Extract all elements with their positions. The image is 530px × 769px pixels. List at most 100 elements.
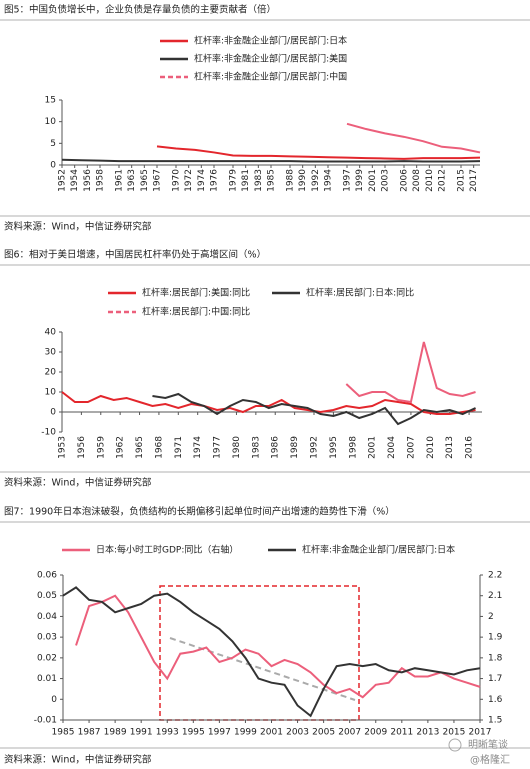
y2-tick-label: 2.1 — [488, 591, 502, 601]
x-tick-label: 1994 — [324, 169, 334, 192]
series-line — [152, 392, 476, 426]
x-tick-label: 2001 — [368, 436, 378, 459]
watermark-brand: 明晰笔谈 — [468, 738, 508, 751]
x-tick-label: 1988 — [286, 169, 296, 192]
source-note: 资料来源：Wind，中信证券研究部 — [4, 754, 151, 766]
x-tick-label: 2009 — [364, 728, 387, 738]
x-tick-label: 1956 — [77, 436, 87, 459]
x-tick-label: 2013 — [445, 436, 455, 459]
series-line — [61, 158, 481, 163]
x-tick-label: 2003 — [286, 728, 309, 738]
source-note: 资料来源：Wind，中信证券研究部 — [4, 221, 151, 233]
legend-label: 杠杆率:非金融企业部门/居民部门:日本 — [194, 35, 347, 47]
y-tick-label: 0 — [51, 695, 57, 705]
x-tick-label: 2005 — [312, 728, 335, 738]
x-tick-label: 1995 — [182, 728, 205, 738]
source-note: 资料来源：Wind，中信证券研究部 — [4, 477, 151, 489]
y-tick-label: -10 — [41, 428, 56, 438]
series-line — [346, 122, 481, 154]
x-tick-label: 2006 — [400, 169, 410, 192]
y-tick-label: 0 — [50, 161, 56, 171]
y2-tick-label: 1.9 — [488, 633, 503, 643]
y-tick-label: 10 — [45, 117, 57, 127]
x-tick-label: 2007 — [406, 436, 416, 459]
legend-label: 杠杆率:非金融企业部门/居民部门:日本 — [302, 544, 455, 556]
x-tick-label: 2017 — [469, 728, 492, 738]
legend-label: 日本:每小时工时GDP:同比（右轴） — [96, 544, 238, 556]
y2-tick-label: 2 — [488, 612, 494, 622]
x-tick-label: 1956 — [83, 169, 93, 192]
x-tick-label: 1990 — [298, 169, 308, 192]
x-tick-label: 1980 — [232, 436, 242, 459]
x-tick-label: 2007 — [338, 728, 361, 738]
y-tick-label: 0.06 — [37, 571, 57, 581]
watermark-icon — [448, 738, 462, 752]
x-tick-label: 2004 — [387, 436, 397, 459]
x-tick-label: 1981 — [241, 169, 251, 192]
figure-title: 图6：相对于美日增速，中国居民杠杆率仍处于高增区间（%） — [4, 249, 266, 261]
x-tick-label: 1997 — [343, 169, 353, 192]
figure-title: 图7：1990年日本泡沫破裂，负债结构的长期偏移引起单位时间产出增速的趋势性下滑… — [4, 506, 395, 518]
y2-tick-label: 1.6 — [488, 695, 503, 705]
x-tick-label: 2001 — [260, 728, 283, 738]
x-tick-label: 1974 — [197, 169, 207, 192]
legend-label: 杠杆率:居民部门:中国:同比 — [142, 306, 250, 318]
x-tick-label: 1989 — [104, 728, 127, 738]
legend-label: 杠杆率:非金融企业部门/居民部门:中国 — [194, 71, 347, 83]
x-tick-label: 1977 — [213, 436, 223, 459]
x-tick-label: 1972 — [184, 169, 194, 192]
y2-tick-label: 1.8 — [488, 653, 503, 663]
watermark-handle: @格隆汇 — [470, 753, 510, 766]
y-tick-label: 30 — [45, 348, 57, 358]
x-tick-label: 1954 — [70, 169, 80, 192]
x-tick-label: 1989 — [290, 436, 300, 459]
y-tick-label: 40 — [45, 328, 57, 338]
x-tick-label: 1958 — [96, 169, 106, 192]
x-tick-label: 1997 — [208, 728, 231, 738]
x-tick-label: 1985 — [267, 169, 277, 192]
figure-title: 图5：中国负债增长中，企业负债是存量负债的主要贡献者（倍） — [4, 4, 276, 16]
x-tick-label: 1987 — [78, 728, 101, 738]
x-tick-label: 2015 — [457, 169, 467, 192]
x-tick-label: 1993 — [156, 728, 179, 738]
y-tick-label: 0.01 — [37, 674, 57, 684]
y2-tick-label: 1.7 — [488, 674, 502, 684]
x-tick-label: 2012 — [438, 169, 448, 192]
x-tick-label: 1962 — [116, 436, 126, 459]
x-tick-label: 1976 — [210, 169, 220, 192]
legend-label: 杠杆率:居民部门:日本:同比 — [306, 287, 414, 299]
series-line — [156, 145, 481, 160]
x-tick-label: 1985 — [52, 728, 75, 738]
x-tick-label: 1970 — [172, 169, 182, 192]
y-tick-label: 10 — [45, 388, 57, 398]
x-tick-label: 2008 — [412, 169, 422, 192]
x-tick-label: 1968 — [154, 436, 164, 459]
x-tick-label: 2010 — [426, 436, 436, 459]
x-tick-label: 1998 — [348, 436, 358, 459]
x-tick-label: 1991 — [130, 728, 153, 738]
x-tick-label: 1992 — [311, 169, 321, 192]
series-line — [61, 391, 476, 415]
legend-label: 杠杆率:居民部门:美国:同比 — [142, 287, 250, 299]
x-tick-label: 2003 — [381, 169, 391, 192]
y-tick-label: 0 — [50, 408, 56, 418]
x-tick-label: 2016 — [465, 436, 475, 459]
x-tick-label: 1965 — [140, 169, 150, 192]
x-tick-label: 1953 — [58, 436, 68, 459]
x-tick-label: 1986 — [271, 436, 281, 459]
series-line — [345, 341, 476, 404]
y-tick-label: 20 — [45, 368, 57, 378]
y-tick-label: 5 — [50, 139, 56, 149]
x-tick-label: 1983 — [251, 436, 261, 459]
series-line — [62, 586, 481, 718]
x-tick-label: 1965 — [135, 436, 145, 459]
x-tick-label: 1999 — [355, 169, 365, 192]
y-tick-label: 15 — [45, 96, 56, 106]
x-tick-label: 1992 — [310, 436, 320, 459]
y-tick-label: -0.01 — [34, 716, 57, 726]
x-tick-label: 2001 — [368, 169, 378, 192]
x-tick-label: 1974 — [193, 436, 203, 459]
x-tick-label: 1952 — [58, 169, 68, 192]
